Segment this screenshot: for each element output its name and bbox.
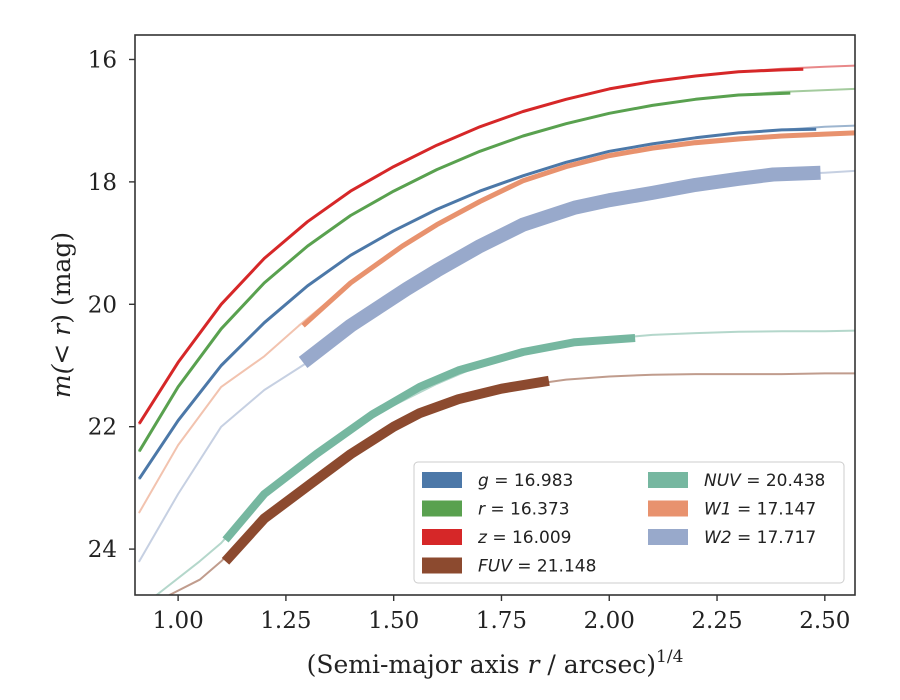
legend-swatch-w1 [648,500,688,517]
legend-label-z: z = 16.009 [477,528,571,548]
legend-swatch-z [422,529,462,545]
legend: g = 16.983 r = 16.373 z = 16.009 FUV = 21.1… [413,461,845,584]
legend-label-nuv: NUV = 20.438 [704,471,825,491]
x-tick-label: 1.50 [368,608,419,634]
y-tick-label: 18 [88,170,117,196]
y-tick-label: 24 [88,537,117,563]
legend-label-r: r = 16.373 [478,500,570,520]
legend-swatch-g [422,472,462,488]
legend-label-g: g = 16.983 [478,471,573,491]
legend-swatch-r [422,500,462,517]
legend-label-w2: W2 = 17.717 [704,528,816,548]
legend-label-fuv: FUV = 21.148 [478,557,596,577]
legend-entries: g = 16.983 r = 16.373 z = 16.009 FUV = 21.1… [422,471,825,577]
x-tick-label: 1.75 [476,608,527,634]
y-tick-label: 20 [88,292,117,318]
series-g-data-band [138,127,817,480]
series-r-data-band [138,91,791,452]
legend-box [413,461,845,584]
x-tick-label: 2.25 [691,608,742,634]
series-z-data-band [138,67,804,425]
x-axis: 1.00 1.25 1.50 1.75 2.00 2.25 2.50 [153,595,850,634]
legend-swatch-nuv [648,472,688,488]
legend-swatch-w2 [648,529,688,545]
x-axis-label: (Semi-major axis r / arcsec)1/4 [307,647,684,679]
x-tick-label: 1.25 [260,608,311,634]
y-axis-label: m(< r) (mag) [47,232,76,398]
series-layer [138,64,855,595]
y-tick-label: 22 [88,415,117,441]
legend-swatch-fuv [422,557,462,574]
legend-label-w1: W1 = 17.147 [704,500,816,520]
series-nuv-data-band [222,334,636,543]
series-w2-data-band [298,165,821,368]
x-tick-label: 2.50 [799,608,850,634]
plot-frame [134,34,856,596]
plot-area [138,64,855,595]
x-tick-label: 1.00 [153,608,204,634]
series-fuv-data-band [221,375,550,565]
x-tick-label: 2.00 [584,608,635,634]
y-tick-label: 16 [88,47,117,73]
series-w1-data-band [301,130,855,328]
y-axis: 16 18 20 22 24 [88,47,135,563]
